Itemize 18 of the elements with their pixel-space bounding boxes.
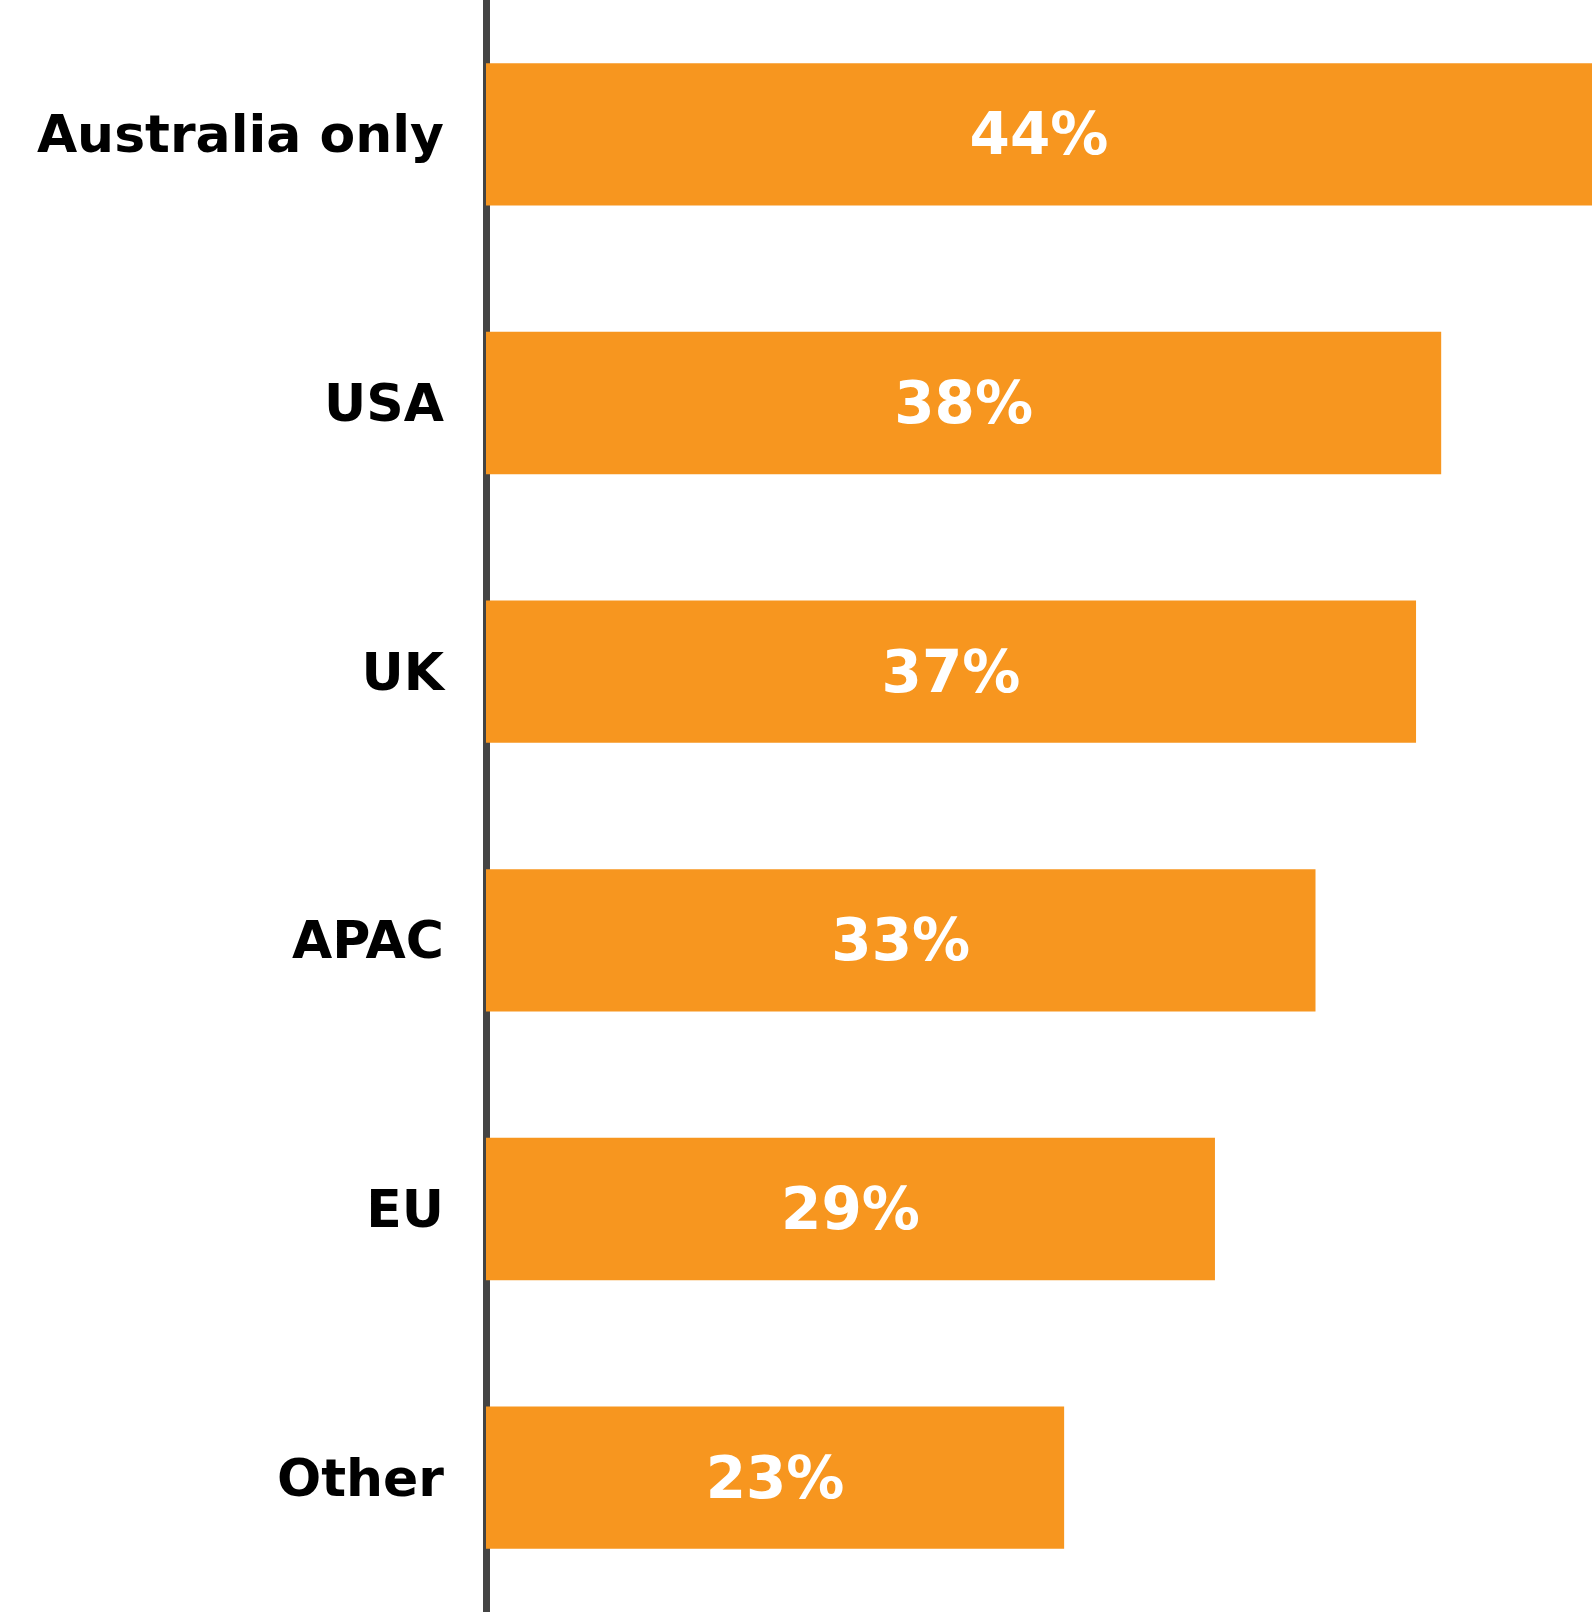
y-tick-label: Other <box>277 1447 445 1508</box>
bar <box>486 1137 1215 1281</box>
y-tick-label: USA <box>324 373 444 433</box>
data-label: 37% <box>881 637 1021 706</box>
y-tick-label: Australia only <box>36 104 444 165</box>
y-tick-label: UK <box>361 641 446 702</box>
data-label: 29% <box>781 1175 920 1243</box>
data-label: 38% <box>894 369 1033 437</box>
data-label: 33% <box>831 906 971 975</box>
data-label: 23% <box>705 1443 845 1512</box>
data-label: 44% <box>969 100 1109 169</box>
bar <box>486 600 1417 743</box>
y-tick-label: APAC <box>292 910 444 971</box>
bar <box>486 331 1442 475</box>
bar <box>486 869 1316 1012</box>
y-tick-label: EU <box>366 1179 444 1239</box>
bar <box>486 1406 1065 1549</box>
bar <box>486 63 1592 206</box>
